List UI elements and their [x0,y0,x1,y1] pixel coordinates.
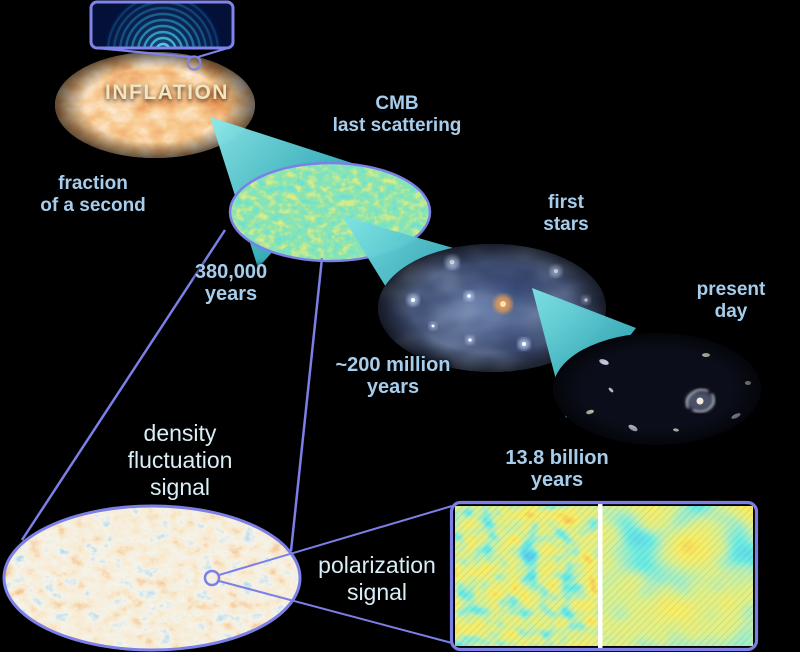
callout-line-left [95,46,191,59]
inflation-oval [55,52,255,158]
inflation-label: INFLATION [105,82,229,104]
quantum-ripples-callout-box [89,0,235,71]
callout-line-right [197,46,229,59]
polarization-panels [449,500,759,652]
inflation-label-text: INFLATION [105,81,229,104]
callout-circle-inflation [186,55,202,71]
callout-line-polar-bottom [218,580,453,644]
first-stars-label: first stars [543,192,589,235]
fraction-of-second-label: fraction of a second [40,173,146,216]
cmb-time-label: 380,000 years [194,261,268,305]
polarization-divider [598,503,603,649]
callout-line-density-left [20,229,227,541]
present-day-time-label: 13.8 billion years [505,447,609,491]
density-fluctuation-signal-label: density fluctuation signal [127,420,233,500]
cmb-last-scattering-label: CMB last scattering [332,93,462,136]
callout-line-polar-top [218,505,453,576]
polarization-signal-label: polarization signal [318,552,436,605]
callout-circle-polarization [203,569,221,587]
density-fluctuation-map [2,504,302,652]
first-stars-time-label: ~200 million years [335,354,451,398]
present-day-label: present day [696,279,766,322]
present-day-oval [553,333,761,445]
callout-line-density-right [289,257,324,552]
